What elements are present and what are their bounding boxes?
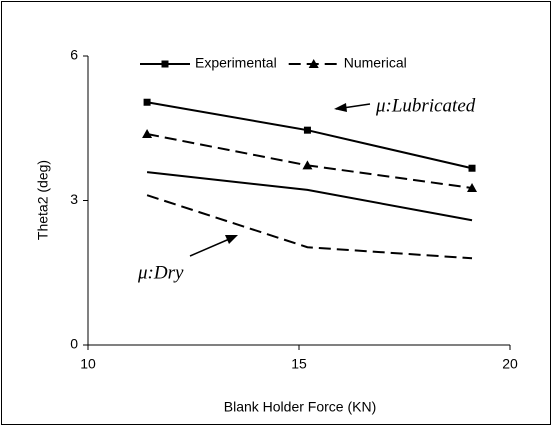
annotation: μ:Lubricated — [375, 95, 476, 116]
series-line — [146, 171, 473, 222]
x-tick-label: 15 — [291, 356, 307, 372]
legend-label: Numerical — [344, 55, 407, 71]
annotation: μ:Dry — [137, 262, 184, 283]
y-axis-label: Theta2 (deg) — [35, 160, 51, 240]
annotation-arrowhead — [334, 103, 347, 112]
marker — [142, 129, 153, 139]
y-tick-label: 3 — [70, 191, 78, 207]
marker — [161, 60, 169, 68]
x-tick-label: 10 — [80, 356, 96, 372]
y-tick-label: 6 — [70, 47, 78, 63]
legend-label: Experimental — [195, 55, 277, 71]
marker — [467, 182, 478, 192]
marker — [143, 98, 151, 106]
marker — [302, 160, 313, 170]
marker — [468, 164, 476, 172]
x-tick-label: 20 — [502, 356, 518, 372]
annotation-arrow — [189, 236, 235, 257]
marker — [308, 59, 319, 68]
series-line — [146, 194, 473, 260]
y-tick-label: 0 — [70, 336, 78, 352]
annotation-arrowhead — [225, 235, 238, 244]
series-line — [146, 133, 473, 189]
marker — [303, 126, 311, 134]
x-axis-label: Blank Holder Force (KN) — [224, 399, 377, 415]
